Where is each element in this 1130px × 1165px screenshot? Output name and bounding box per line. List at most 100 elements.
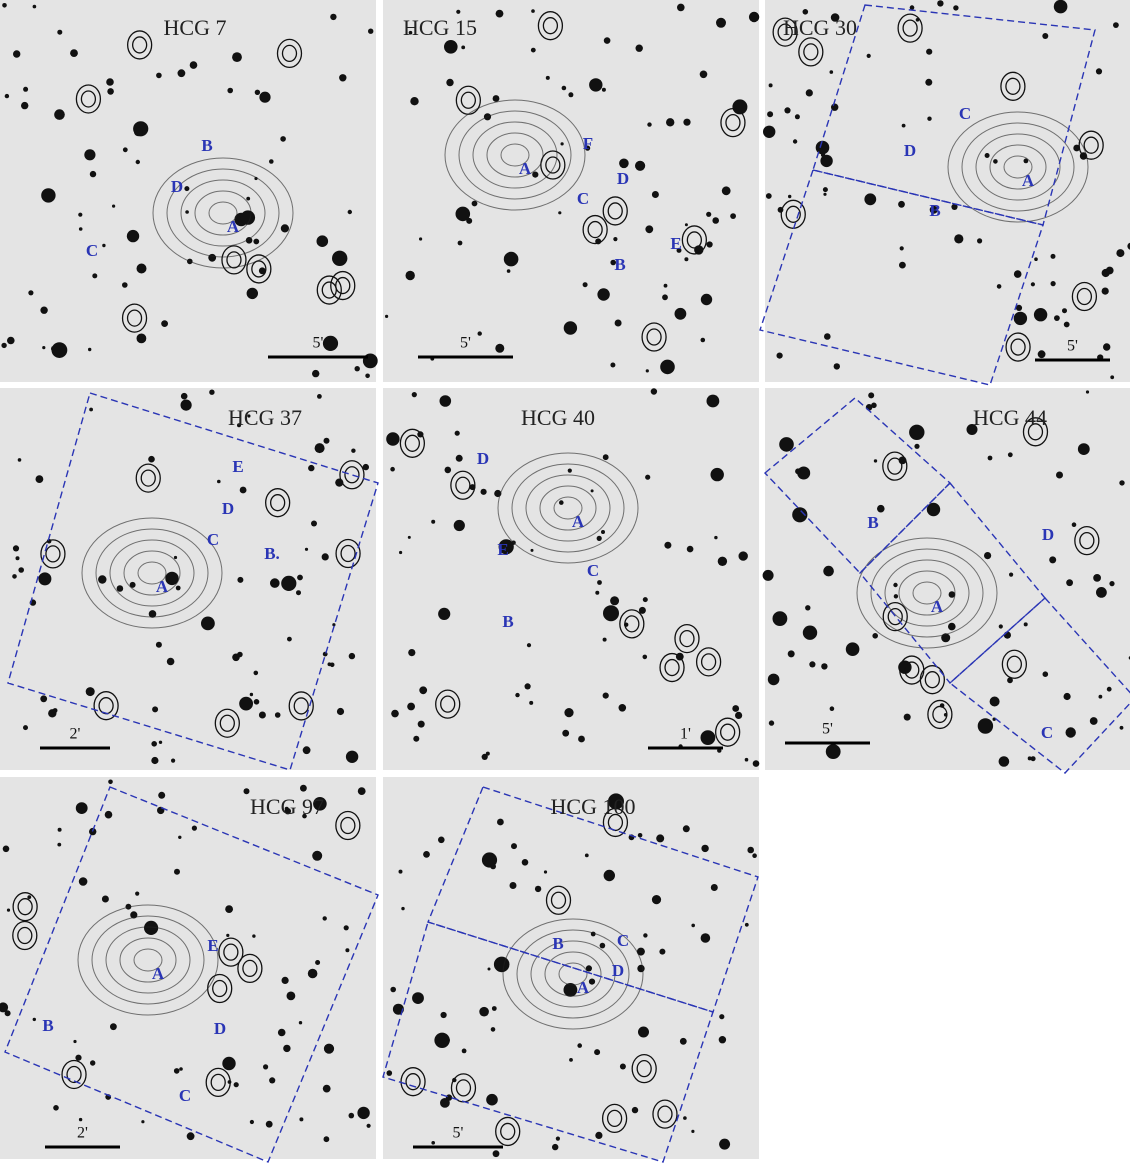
contour (45, 545, 61, 563)
star (419, 237, 423, 241)
star (277, 1028, 286, 1037)
contour (472, 121, 558, 189)
star (158, 740, 163, 744)
star (102, 243, 106, 248)
star (440, 1098, 450, 1108)
contour (1074, 525, 1100, 556)
star (706, 211, 712, 217)
star (903, 713, 911, 721)
contour (695, 647, 722, 677)
star (1030, 756, 1036, 762)
star (246, 196, 251, 201)
star (534, 885, 542, 893)
star (407, 535, 411, 539)
scale-label: 5' (1067, 338, 1078, 355)
star (283, 1044, 291, 1053)
star (239, 486, 247, 494)
star (899, 261, 906, 269)
star (787, 650, 795, 658)
star (636, 947, 645, 956)
contour (265, 488, 291, 518)
star (322, 1084, 331, 1093)
galaxy-label: C (86, 241, 98, 260)
contour (95, 528, 209, 618)
field-outline (7, 392, 379, 771)
star (674, 307, 687, 320)
contour (335, 538, 361, 569)
star (362, 463, 369, 471)
contour (1000, 71, 1026, 101)
contour (152, 157, 294, 269)
star (243, 788, 250, 795)
star (345, 948, 350, 953)
contour (700, 653, 717, 671)
galaxy-label: E (670, 234, 681, 253)
star (529, 700, 534, 705)
galaxy-label: A (931, 597, 944, 616)
panel-background (0, 0, 376, 382)
star (1063, 692, 1071, 701)
contour (166, 168, 280, 258)
star (730, 213, 736, 220)
contour (214, 708, 240, 738)
contour (405, 1073, 421, 1091)
contour (882, 451, 908, 481)
star (423, 851, 430, 858)
star (151, 756, 159, 765)
star (1127, 242, 1130, 250)
star (479, 1006, 489, 1017)
panel-title: HCG 100 (551, 794, 636, 819)
star (1050, 253, 1056, 259)
contour (180, 179, 266, 247)
star (603, 37, 611, 44)
contour (898, 570, 956, 616)
contour (631, 1054, 657, 1084)
contour (288, 691, 314, 721)
contour (947, 111, 1089, 223)
star (659, 948, 666, 955)
star (498, 539, 514, 555)
star (249, 692, 254, 697)
star (762, 569, 774, 581)
star (1071, 522, 1077, 527)
star (307, 968, 318, 979)
star (161, 320, 169, 327)
star (27, 895, 32, 899)
star (313, 797, 327, 811)
contour (444, 99, 586, 211)
star (585, 965, 592, 972)
contour (208, 201, 238, 225)
star (112, 204, 116, 208)
star (408, 649, 416, 657)
star (186, 1132, 195, 1141)
star (336, 707, 345, 716)
star (351, 448, 356, 453)
star (78, 877, 88, 886)
scale-label: 5' (822, 721, 833, 738)
star (768, 720, 775, 726)
star (173, 555, 178, 560)
star (1042, 671, 1049, 677)
star (2, 3, 7, 8)
star (298, 1021, 303, 1025)
field-outline (859, 481, 1046, 685)
star (12, 574, 17, 579)
star (599, 942, 606, 949)
star (610, 596, 620, 606)
contour (91, 915, 205, 1005)
galaxy-label: B (552, 934, 563, 953)
star (951, 203, 958, 210)
contour (525, 474, 611, 542)
galaxy-label: C (959, 104, 971, 123)
star (792, 507, 808, 523)
star (1096, 587, 1107, 598)
contour (582, 214, 608, 245)
contour (219, 714, 235, 732)
star (348, 1112, 355, 1119)
star (833, 363, 840, 370)
star (229, 88, 233, 92)
star (562, 729, 570, 737)
star (601, 87, 606, 92)
star (385, 314, 389, 318)
star (772, 611, 788, 626)
